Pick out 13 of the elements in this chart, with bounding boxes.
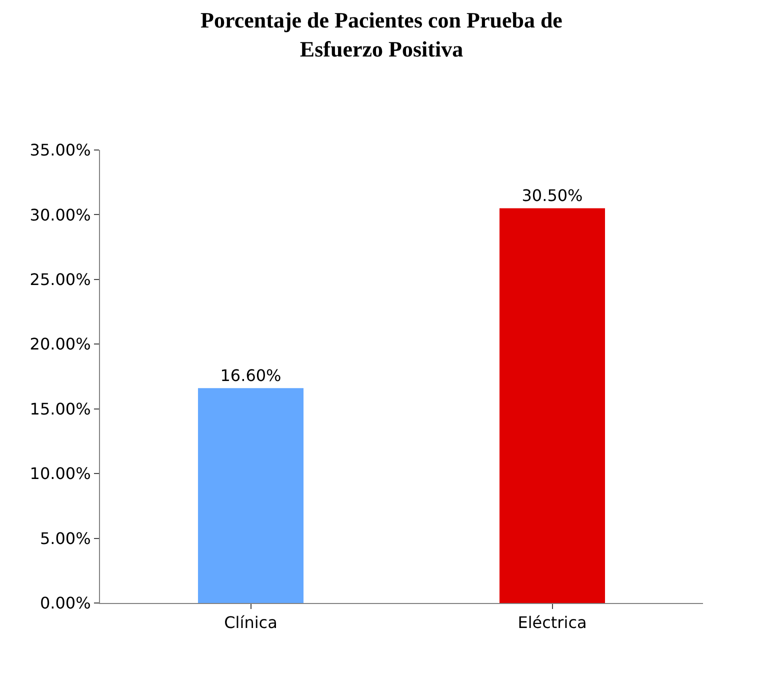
- data-label: 16.60%: [220, 366, 282, 386]
- y-tick-label: 20.00%: [30, 334, 91, 354]
- y-tick-label: 10.00%: [30, 464, 91, 484]
- y-tick-label: 0.00%: [40, 594, 91, 613]
- y-tick-label: 35.00%: [30, 140, 91, 160]
- data-label: 30.50%: [522, 186, 583, 206]
- x-tick-label: Clínica: [224, 613, 278, 632]
- y-tick-label: 15.00%: [30, 399, 91, 418]
- x-tick-label: Eléctrica: [518, 613, 587, 632]
- y-tick-label: 5.00%: [40, 528, 91, 548]
- chart-title: Porcentaje de Pacientes con Prueba de Esfuerzo Positiva: [200, 8, 563, 62]
- y-tick-label: 25.00%: [30, 270, 91, 290]
- y-tick-label: 30.00%: [30, 205, 91, 224]
